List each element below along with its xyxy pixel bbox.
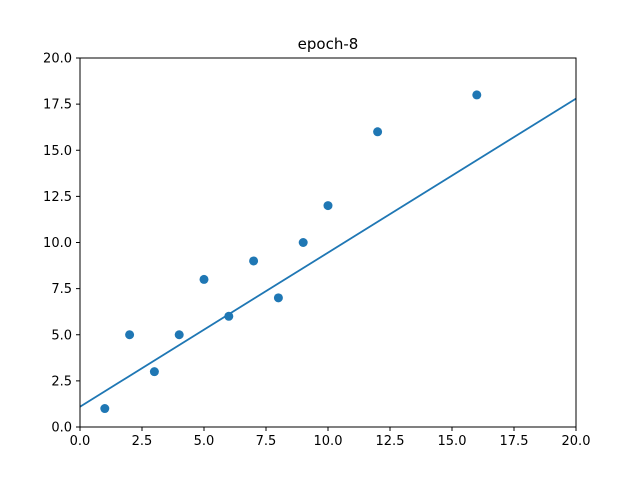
scatter-point <box>125 330 135 340</box>
chart-title: epoch-8 <box>298 35 359 53</box>
y-tick-label: 10.0 <box>43 236 72 251</box>
scatter-point <box>373 127 383 137</box>
y-tick-label: 0.0 <box>51 421 72 436</box>
y-tick-label: 20.0 <box>43 52 72 67</box>
scatter-point <box>323 201 333 211</box>
scatter-point <box>224 311 234 321</box>
x-tick-label: 12.5 <box>376 434 405 449</box>
x-tick-label: 7.5 <box>256 434 277 449</box>
x-tick-label: 5.0 <box>194 434 215 449</box>
x-tick-label: 15.0 <box>438 434 467 449</box>
y-tick-label: 12.5 <box>43 190 72 205</box>
scatter-point <box>273 293 283 303</box>
scatter-point <box>249 256 259 266</box>
scatter-point <box>298 238 308 247</box>
plot-content <box>79 90 577 414</box>
scatter-point <box>100 404 110 414</box>
y-tick-label: 7.5 <box>51 282 72 297</box>
scatter-point <box>149 367 159 377</box>
scatter-point <box>472 90 482 100</box>
fit-line <box>79 97 577 408</box>
y-tick-label: 5.0 <box>51 328 72 343</box>
axes: 0.0 2.5 5.0 7.5 10.0 12.5 15.0 17.5 20.0 0.0 2.5 5.… <box>43 52 590 450</box>
x-tick-label: 10.0 <box>314 434 343 449</box>
y-tick-label: 17.5 <box>43 98 72 113</box>
scatter-point <box>199 274 209 284</box>
scatter-point <box>174 330 184 340</box>
x-tick-label: 0.0 <box>70 434 91 449</box>
x-tick-label: 20.0 <box>562 434 591 449</box>
x-tick-label: 17.5 <box>500 434 529 449</box>
x-tick-label: 2.5 <box>132 434 153 449</box>
y-tick-label: 15.0 <box>43 144 72 159</box>
y-tick-label: 2.5 <box>51 374 72 389</box>
